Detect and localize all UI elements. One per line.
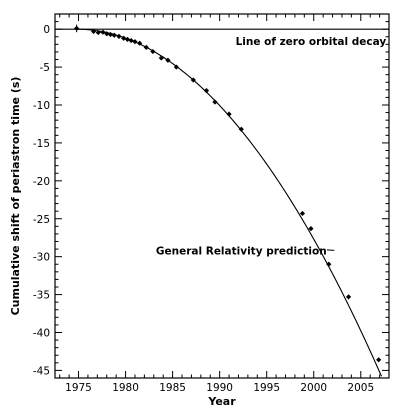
data-point [95,29,101,36]
data-point [326,261,332,267]
y-tick-label: -25 [33,214,50,226]
x-ticks: 1975 1980 1985 1990 1995 2000 2005 [59,14,390,394]
data-point [90,28,97,35]
x-tick-label: 1980 [112,382,139,394]
y-axis-title: Cumulative shift of periastron time (s) [9,77,22,316]
annotation-layer: Line of zero orbital decay General Relati… [156,36,386,257]
x-tick-label: 1990 [206,382,233,394]
series-layer [55,24,389,377]
data-point [107,31,114,38]
gr-prediction-curve [76,28,382,377]
x-axis-title: Year [207,395,236,408]
data-point [345,294,352,300]
data-point [111,32,117,38]
y-tick-label: -5 [40,62,50,74]
x-tick-label: 1975 [65,382,92,394]
y-tick-label: -20 [33,176,50,188]
y-tick-label: 0 [43,24,50,36]
data-point [299,210,306,217]
data-point [203,87,210,94]
data-point [226,111,232,117]
gr-prediction-label: General Relativity prediction [156,245,327,257]
x-tick-label: 2005 [347,382,374,394]
y-tick-label: -30 [33,252,50,264]
y-tick-label: -35 [33,290,50,302]
y-tick-label: -40 [33,328,50,340]
data-point [376,357,382,363]
x-tick-label: 2000 [300,382,327,394]
x-tick-label: 1995 [253,382,280,394]
data-point [308,226,314,232]
plot-frame [54,13,390,379]
y-tick-label: -45 [33,365,50,377]
y-tick-label: -10 [33,100,50,112]
data-point [74,25,80,32]
data-point [212,99,218,105]
x-tick-label: 1985 [159,382,186,394]
zero-decay-label: Line of zero orbital decay [236,36,387,48]
gr-prediction-pointer [326,249,335,251]
y-ticks: 0 -5 -10 -15 -20 -25 -30 -35 -40 -45 [33,21,389,379]
y-tick-label: -15 [33,138,50,150]
